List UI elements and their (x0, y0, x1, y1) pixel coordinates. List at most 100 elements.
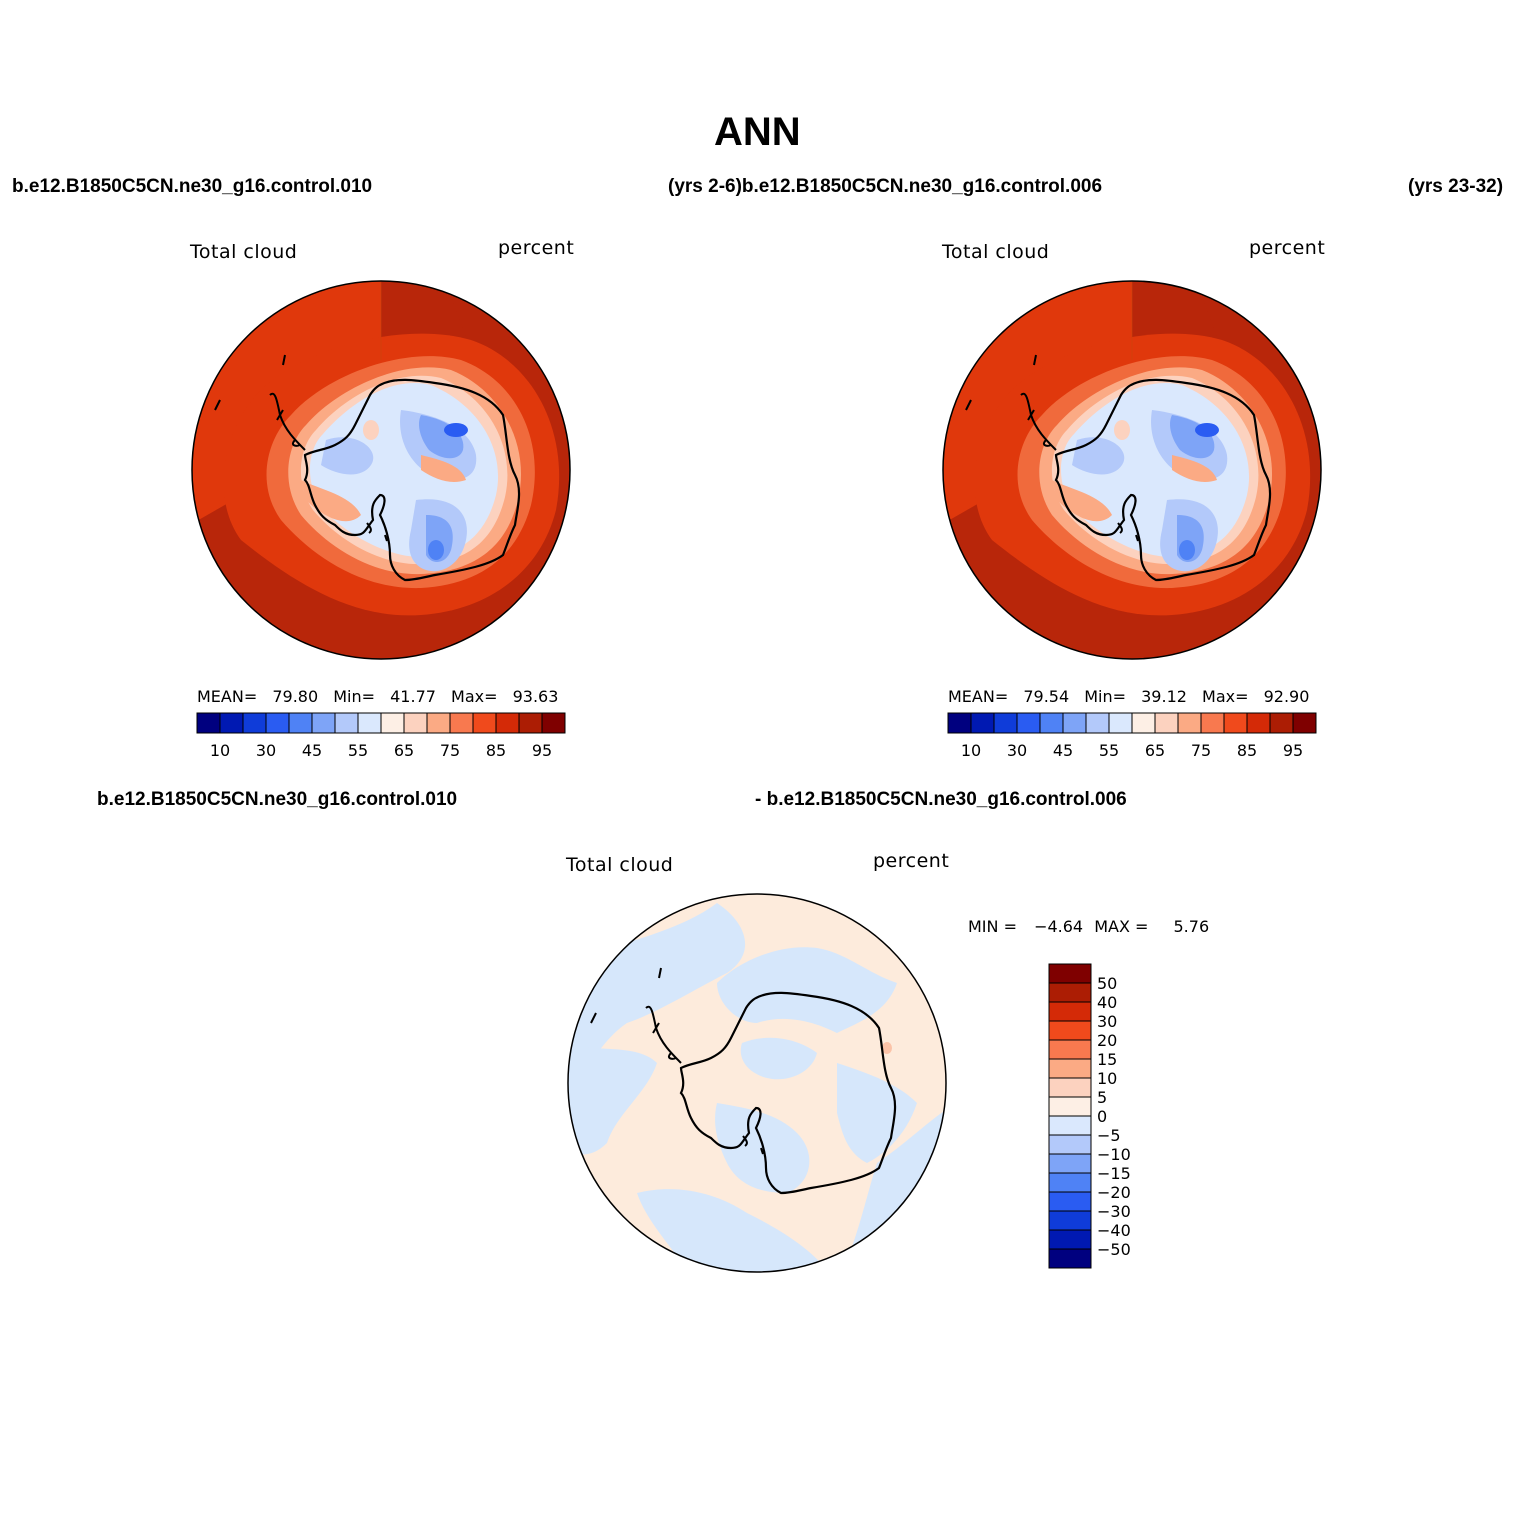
colorbar-swatch (1016, 712, 1041, 734)
colorbar-tick-label: 65 (1145, 741, 1165, 760)
figure-title: ANN (714, 110, 801, 154)
colorbar-tick-label: −50 (1097, 1240, 1131, 1259)
colorbar-swatch (1048, 1058, 1092, 1079)
colorbar-swatch (1200, 712, 1225, 734)
colorbar-swatch (1048, 1077, 1092, 1098)
colorbar-tick-label: 0 (1097, 1107, 1107, 1126)
colorbar-swatch (1048, 1172, 1092, 1193)
colorbar-swatch (1048, 1001, 1092, 1022)
colorbar-swatch (357, 712, 382, 734)
colorbar-tick-label: 55 (1099, 741, 1119, 760)
mean-value: 79.80 (272, 687, 319, 706)
colorbar-swatch (242, 712, 267, 734)
units-label-diff: percent (873, 850, 950, 872)
years-right: (yrs 23-32) (1408, 176, 1504, 197)
colorbar-tick-label: 30 (256, 741, 276, 760)
stats-left: MEAN= 79.80 Min= 41.77 Max= 93.63 (197, 687, 558, 706)
colorbar-swatch (334, 712, 359, 734)
colorbar-tick-label: −10 (1097, 1145, 1131, 1164)
colorbar-swatch (1085, 712, 1110, 734)
colorbar-swatch (1048, 982, 1092, 1003)
colorbar-tick-label: 20 (1097, 1031, 1117, 1050)
colorbar-tick-label: 50 (1097, 974, 1117, 993)
colorbar-tick-label: −40 (1097, 1221, 1131, 1240)
colorbar-swatch (970, 712, 995, 734)
colorbar-swatch (1223, 712, 1248, 734)
colorbar-tick-label: 40 (1097, 993, 1117, 1012)
colorbar-tick-label: 30 (1097, 1012, 1117, 1031)
colorbar-swatch (993, 712, 1018, 734)
colorbar-swatch (1048, 1153, 1092, 1174)
colorbar-swatch (311, 712, 336, 734)
colorbar-tick-label: 45 (302, 741, 322, 760)
min-label: Min= (1084, 687, 1127, 706)
diff-case-left: b.e12.B1850C5CN.ne30_g16.control.010 (97, 789, 458, 810)
colorbar-tick-label: 10 (210, 741, 230, 760)
max-label: Max= (1202, 687, 1249, 706)
colorbar-swatch (1246, 712, 1271, 734)
colorbar-swatch (1048, 1210, 1092, 1231)
colorbar-swatch (449, 712, 474, 734)
colorbar-tick-label: 65 (394, 741, 414, 760)
max-value: 93.63 (512, 687, 559, 706)
colorbar-tick-label: 5 (1097, 1088, 1107, 1107)
map-difference (568, 894, 946, 1272)
diff-stats: MIN = −4.64 MAX = 5.76 (968, 917, 1209, 936)
colorbar-swatch (265, 712, 290, 734)
colorbar-tick-label: 10 (1097, 1069, 1117, 1088)
mean-value: 79.54 (1023, 687, 1070, 706)
max-label: MAX = (1094, 917, 1149, 936)
colorbar-tick-label: 95 (1283, 741, 1303, 760)
colorbar-tick-label: −30 (1097, 1202, 1131, 1221)
colorbar-swatch (219, 712, 244, 734)
colorbar-swatch (1062, 712, 1087, 734)
colorbar-swatch (1177, 712, 1202, 734)
colorbar-swatch (1108, 712, 1133, 734)
colorbar-swatch (403, 712, 428, 734)
colorbar-swatch (1048, 1020, 1092, 1041)
colorbar-tick-label: 30 (1007, 741, 1027, 760)
colorbar-tick-label: 75 (1191, 741, 1211, 760)
colorbar-swatch (1048, 1096, 1092, 1117)
colorbar-top-left: 10 30 45 55 65 75 85 95 (196, 712, 566, 760)
min-value: 39.12 (1141, 687, 1187, 706)
colorbar-tick-label: 55 (348, 741, 368, 760)
max-label: Max= (451, 687, 498, 706)
max-value: 92.90 (1263, 687, 1310, 706)
colorbar-tick-label: 15 (1097, 1050, 1117, 1069)
diff-case-right: - b.e12.B1850C5CN.ne30_g16.control.006 (755, 789, 1127, 810)
map-border-top-right (942, 280, 1322, 660)
colorbar-tick-label: 95 (532, 741, 552, 760)
colorbar-swatch (288, 712, 313, 734)
colorbar-tick-label: −20 (1097, 1183, 1131, 1202)
colorbar-swatch (1292, 712, 1317, 734)
colorbar-swatch (541, 712, 566, 734)
colorbar-swatch (1048, 1115, 1092, 1136)
colorbar-swatch (1039, 712, 1064, 734)
colorbar-top-right: 10 30 45 55 65 75 85 95 (947, 712, 1317, 760)
colorbar-swatch (426, 712, 451, 734)
colorbar-swatch (1048, 1191, 1092, 1212)
case-name-left: b.e12.B1850C5CN.ne30_g16.control.010 (12, 176, 373, 197)
min-value: 41.77 (390, 687, 436, 706)
colorbar-swatch (1048, 1134, 1092, 1155)
colorbar-swatch (1048, 1229, 1092, 1250)
colorbar-swatch (495, 712, 520, 734)
colorbar-swatch (1048, 1039, 1092, 1060)
colorbar-tick-label: 75 (440, 741, 460, 760)
colorbar-tick-label: −15 (1097, 1164, 1131, 1183)
map-top-right (943, 281, 1321, 659)
stats-right: MEAN= 79.54 Min= 39.12 Max= 92.90 (948, 687, 1309, 706)
colorbar-swatch (1154, 712, 1179, 734)
map-border-difference (567, 893, 947, 1273)
colorbar-swatch (380, 712, 405, 734)
colorbar-swatch (518, 712, 543, 734)
colorbar-swatch (196, 712, 221, 734)
min-label: MIN = (968, 917, 1017, 936)
colorbar-swatch (1048, 963, 1092, 984)
map-border-top-left (191, 280, 571, 660)
colorbar-swatch (1131, 712, 1156, 734)
field-label-left: Total cloud (190, 241, 298, 263)
